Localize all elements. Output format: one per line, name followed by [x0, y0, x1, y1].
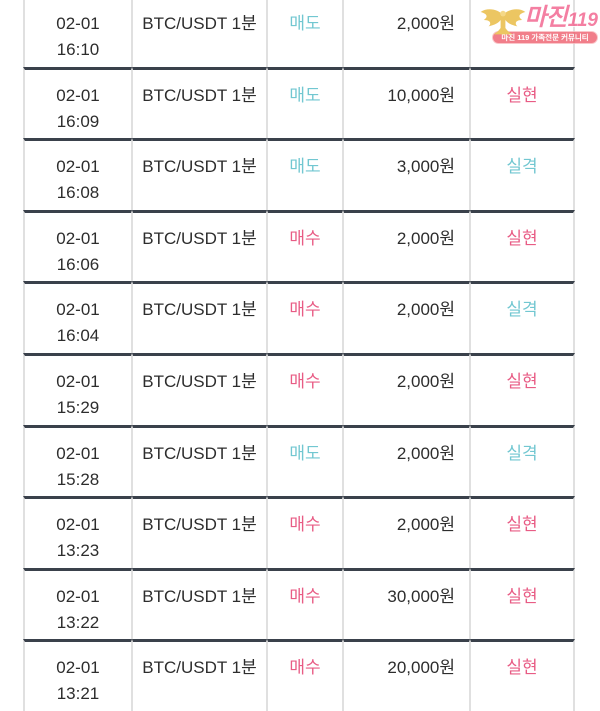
trade-pair: BTC/USDT 1분	[132, 352, 267, 425]
trade-amount: 30,000원	[343, 567, 470, 640]
trade-pair: BTC/USDT 1분	[132, 567, 267, 640]
table-row: 02-01 13:22 BTC/USDT 1분 매수 30,000원 실현	[23, 567, 575, 640]
table-row: 02-01 16:04 BTC/USDT 1분 매수 2,000원 실격	[23, 281, 575, 353]
trade-amount: 10,000원	[343, 66, 470, 139]
table-row: 02-01 15:28 BTC/USDT 1분 매도 2,000원 실격	[23, 424, 575, 497]
trade-pair: BTC/USDT 1분	[132, 281, 267, 353]
trade-date: 02-01	[56, 658, 100, 678]
trade-side: 매수	[267, 281, 343, 353]
trade-time: 16:10	[56, 40, 100, 59]
trade-side: 매수	[267, 639, 343, 711]
trade-time: 13:22	[56, 612, 100, 632]
trade-side: 매수	[267, 352, 343, 425]
trade-side: 매수	[267, 209, 343, 282]
trade-status: 실격	[470, 424, 575, 497]
table-row: 02-01 16:08 BTC/USDT 1분 매도 3,000원 실격	[23, 138, 575, 210]
trade-amount: 2,000원	[343, 0, 470, 67]
trade-amount: 2,000원	[343, 281, 470, 353]
trade-amount: 2,000원	[343, 352, 470, 425]
trade-date: 02-01	[56, 14, 100, 33]
trade-time: 16:04	[56, 326, 100, 346]
trade-datetime: 02-01 15:29	[23, 352, 132, 425]
trade-datetime: 02-01 16:10	[23, 0, 132, 67]
trade-amount: 2,000원	[343, 209, 470, 282]
trade-datetime: 02-01 16:06	[23, 209, 132, 282]
trade-date: 02-01	[56, 586, 100, 606]
trade-status	[470, 0, 575, 67]
trade-date: 02-01	[56, 228, 100, 248]
trade-time: 13:23	[56, 541, 100, 561]
trade-pair: BTC/USDT 1분	[132, 138, 267, 210]
trade-pair: BTC/USDT 1분	[132, 0, 267, 67]
table-row: 02-01 16:10 BTC/USDT 1분 매도 2,000원	[23, 0, 575, 67]
trade-status: 실격	[470, 281, 575, 353]
trade-side: 매수	[267, 496, 343, 568]
table-row: 02-01 16:06 BTC/USDT 1분 매수 2,000원 실현	[23, 209, 575, 282]
trade-time: 15:28	[56, 469, 100, 489]
trade-pair: BTC/USDT 1분	[132, 209, 267, 282]
trade-time: 13:21	[56, 684, 100, 704]
trade-date: 02-01	[56, 85, 100, 105]
table-row: 02-01 13:23 BTC/USDT 1분 매수 2,000원 실현	[23, 496, 575, 568]
table-row: 02-01 13:21 BTC/USDT 1분 매수 20,000원 실현	[23, 639, 575, 711]
trade-datetime: 02-01 16:04	[23, 281, 132, 353]
trade-status: 실현	[470, 567, 575, 640]
trade-status: 실현	[470, 352, 575, 425]
trade-status: 실현	[470, 66, 575, 139]
trade-pair: BTC/USDT 1분	[132, 66, 267, 139]
trade-status: 실현	[470, 639, 575, 711]
trade-date: 02-01	[56, 300, 100, 320]
trade-date: 02-01	[56, 515, 100, 535]
table-row: 02-01 15:29 BTC/USDT 1분 매수 2,000원 실현	[23, 352, 575, 425]
trade-pair: BTC/USDT 1분	[132, 424, 267, 497]
trade-amount: 2,000원	[343, 496, 470, 568]
trade-side: 매도	[267, 0, 343, 67]
trade-datetime: 02-01 16:08	[23, 138, 132, 210]
trade-time: 15:29	[56, 397, 100, 417]
trade-history-table: 02-01 16:10 BTC/USDT 1분 매도 2,000원 02-01 …	[23, 0, 575, 711]
trade-side: 매도	[267, 138, 343, 210]
trade-datetime: 02-01 16:09	[23, 66, 132, 139]
trade-side: 매도	[267, 66, 343, 139]
trade-amount: 3,000원	[343, 138, 470, 210]
trade-date: 02-01	[56, 371, 100, 391]
trade-datetime: 02-01 13:22	[23, 567, 132, 640]
table-row: 02-01 16:09 BTC/USDT 1분 매도 10,000원 실현	[23, 66, 575, 139]
trade-time: 16:08	[56, 183, 100, 203]
trade-status: 실격	[470, 138, 575, 210]
trade-date: 02-01	[56, 443, 100, 463]
trade-datetime: 02-01 13:23	[23, 496, 132, 568]
trade-pair: BTC/USDT 1분	[132, 496, 267, 568]
trade-datetime: 02-01 13:21	[23, 639, 132, 711]
trade-amount: 20,000원	[343, 639, 470, 711]
trade-date: 02-01	[56, 157, 100, 177]
trade-time: 16:09	[56, 111, 100, 131]
trade-status: 실현	[470, 496, 575, 568]
trade-side: 매수	[267, 567, 343, 640]
trade-status: 실현	[470, 209, 575, 282]
trade-amount: 2,000원	[343, 424, 470, 497]
trade-time: 16:06	[56, 254, 100, 274]
trade-pair: BTC/USDT 1분	[132, 639, 267, 711]
trade-side: 매도	[267, 424, 343, 497]
trade-datetime: 02-01 15:28	[23, 424, 132, 497]
